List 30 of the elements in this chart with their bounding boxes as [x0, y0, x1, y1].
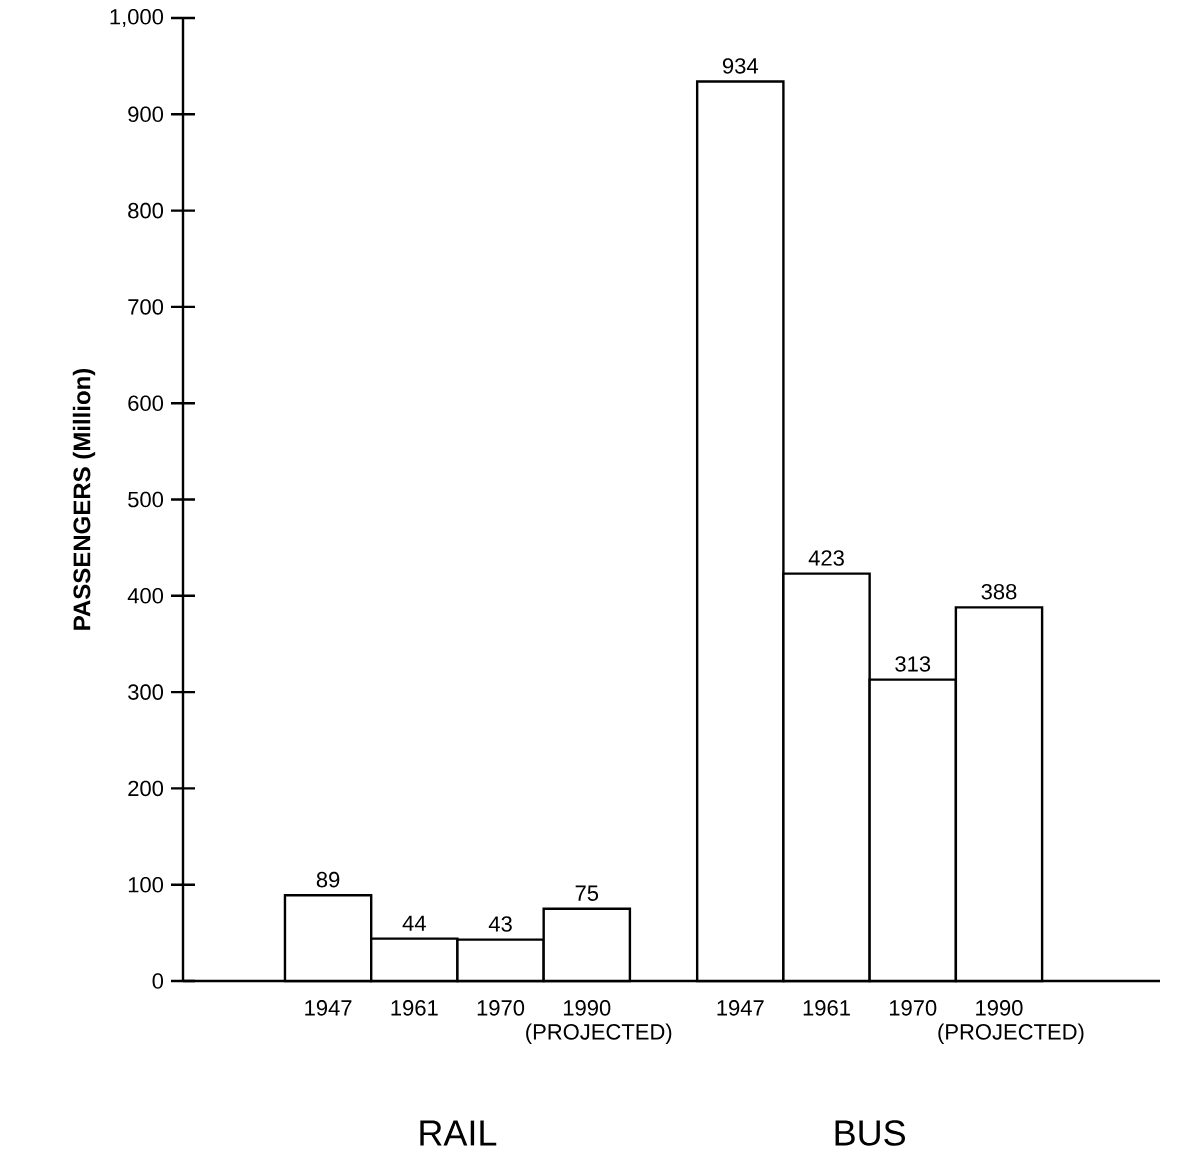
y-tick-label: 100 [128, 876, 164, 893]
x-tick-label: 1990 (PROJECTED) [938, 1000, 1084, 1044]
y-tick-label: 200 [128, 780, 164, 797]
y-tick-label: 900 [128, 106, 164, 123]
y-tick-label: 0 [152, 973, 164, 989]
text: RAIL [420, 1120, 497, 1146]
text: BUS [835, 1120, 905, 1146]
y-tick-label: 600 [128, 395, 164, 411]
x-tick-label: 1970 [477, 1000, 525, 1016]
x-tick-label: 1990 (PROJECTED) [526, 1000, 672, 1044]
data-label: 388 [981, 583, 1017, 600]
data-label: 89 [316, 871, 340, 888]
x-tick-label: 1961 [391, 1000, 438, 1016]
y-axis-title: PASSENGERS (Million) [72, 368, 96, 630]
y-tick-label: 700 [128, 299, 164, 315]
y-tick-label: 400 [127, 588, 164, 604]
data-label: 934 [722, 58, 758, 74]
x-tick-label: 1961 [803, 1000, 850, 1016]
data-label: 43 [488, 916, 512, 932]
x-tick-label: 1970 [889, 1000, 937, 1016]
data-label: 423 [808, 550, 844, 566]
y-tick-label: 300 [128, 684, 164, 700]
data-label: 44 [402, 915, 426, 931]
data-label: 75 [575, 885, 599, 901]
x-tick-label: 1947 [717, 1000, 764, 1016]
data-label: 313 [895, 656, 931, 672]
x-tick-label: 1947 [305, 1000, 352, 1016]
y-tick-label: 1,000 [110, 8, 164, 28]
y-tick-label: 500 [128, 491, 164, 508]
y-tick-label: 800 [128, 202, 164, 219]
